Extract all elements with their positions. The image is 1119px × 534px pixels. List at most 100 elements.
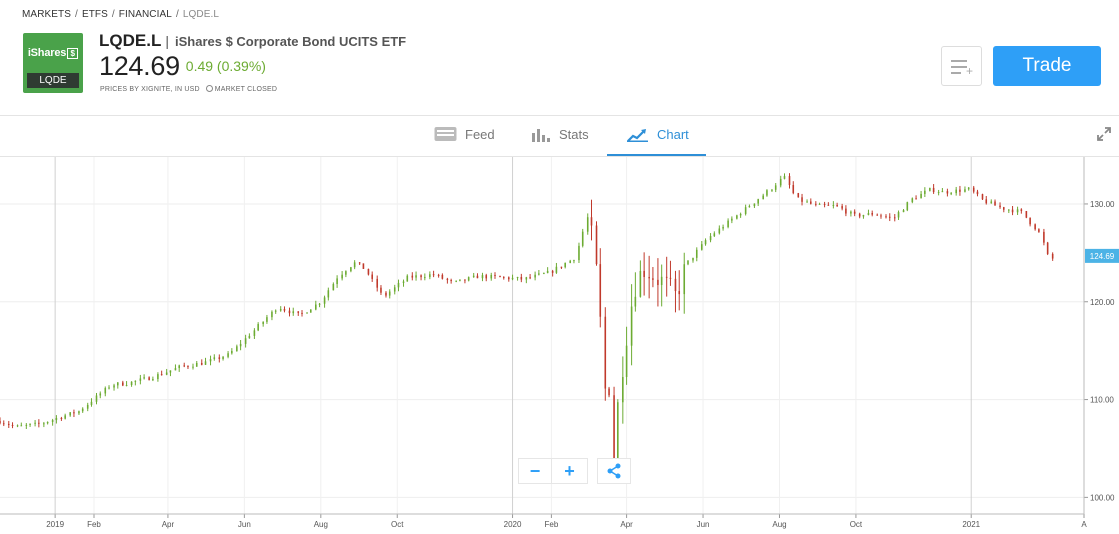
- share-button[interactable]: [597, 458, 631, 484]
- tab-chart[interactable]: Chart: [607, 116, 706, 156]
- x-tick-label: A: [1081, 520, 1087, 529]
- candle-body: [525, 277, 528, 280]
- instrument-name: iShares $ Corporate Bond UCITS ETF: [174, 34, 407, 49]
- y-tick-label: 120.00: [1090, 298, 1115, 307]
- last-price-label: 124.69: [1090, 252, 1115, 261]
- candle-body: [367, 268, 370, 275]
- header-divider: [0, 115, 1119, 116]
- expand-icon[interactable]: [1096, 126, 1112, 142]
- candle-body: [573, 260, 575, 262]
- candle-body: [446, 278, 449, 281]
- candle-body: [818, 203, 821, 205]
- candle-body: [318, 303, 321, 305]
- candle-body: [139, 378, 142, 381]
- candle-body: [327, 290, 330, 298]
- candle-body: [999, 205, 1001, 208]
- candle-body: [323, 297, 326, 304]
- candle-body: [499, 275, 501, 278]
- candle-body: [665, 276, 668, 278]
- candle-body: [1011, 209, 1014, 213]
- candle-body: [424, 277, 426, 279]
- chart-icon: [627, 129, 648, 142]
- x-tick-label: 2021: [962, 520, 980, 529]
- price-chart[interactable]: 100.00 110.00 120.00 130.00 2019 Feb Apr Jun Aug…: [0, 157, 1119, 534]
- candle-body: [353, 262, 356, 268]
- candle-body: [213, 357, 216, 360]
- candle-body: [972, 187, 975, 192]
- candle-body: [994, 201, 996, 206]
- candle-body: [253, 330, 256, 336]
- logo-ticker: LQDE: [27, 73, 79, 88]
- candle-body: [555, 266, 558, 273]
- x-tick-label: 2020: [504, 520, 522, 529]
- candle-body: [1043, 231, 1045, 243]
- candle-body: [748, 206, 751, 208]
- candle-body: [388, 291, 391, 296]
- candle-body: [850, 211, 852, 214]
- candle-body: [73, 412, 75, 414]
- breadcrumb-financial[interactable]: FINANCIAL: [118, 9, 172, 20]
- candle-body: [753, 203, 756, 207]
- last-price-tag: [1085, 248, 1119, 263]
- candle-body: [560, 266, 563, 268]
- y-tick-label: 130.00: [1090, 200, 1115, 209]
- candle-body: [911, 198, 914, 203]
- candle-body: [581, 231, 584, 246]
- x-tick-label: Apr: [162, 520, 175, 529]
- candle-body: [1002, 207, 1005, 210]
- candle-body: [599, 264, 602, 317]
- candle-body: [617, 402, 619, 465]
- candle-body: [959, 189, 961, 192]
- breadcrumb-etfs[interactable]: ETFS: [81, 9, 108, 20]
- candle-body: [906, 202, 909, 211]
- candle-body: [455, 280, 457, 282]
- candle-body: [108, 387, 110, 389]
- candle-body: [815, 203, 817, 205]
- candle-body: [441, 274, 444, 279]
- breadcrumb-markets[interactable]: MARKETS: [22, 9, 72, 20]
- candle-body: [239, 343, 242, 347]
- candle-body: [187, 366, 189, 368]
- zoom-out-button[interactable]: −: [518, 458, 552, 484]
- candle-body: [218, 357, 221, 359]
- candle-body: [1020, 209, 1023, 211]
- candle-body: [411, 275, 414, 278]
- tab-feed[interactable]: Feed: [434, 116, 495, 156]
- tab-stats[interactable]: Stats: [531, 116, 589, 156]
- candle-body: [315, 304, 317, 310]
- candle-body: [157, 374, 159, 380]
- candle-body: [687, 260, 689, 265]
- candle-body: [595, 225, 598, 265]
- candle-body: [827, 204, 830, 206]
- candle-body: [924, 190, 926, 194]
- candle-body: [165, 372, 168, 375]
- candle-body: [810, 201, 812, 204]
- candle-body: [432, 274, 435, 276]
- zoom-in-button[interactable]: +: [552, 458, 588, 484]
- candle-body: [704, 240, 707, 245]
- x-tick-label: Feb: [87, 520, 101, 529]
- candle-body: [490, 274, 493, 279]
- candle-body: [534, 274, 536, 278]
- candle-body: [385, 292, 387, 296]
- candle-body: [288, 310, 291, 314]
- candle-body: [823, 203, 826, 205]
- candle-body: [713, 233, 716, 237]
- candle-body: [116, 382, 119, 386]
- feed-icon: [434, 127, 457, 141]
- price-provider: PRICES BY XIGNITE, IN USD MARKET CLOSED: [100, 85, 277, 93]
- candle-body: [529, 277, 531, 279]
- title-divider: |: [165, 33, 169, 49]
- candle-body: [976, 191, 979, 195]
- candle-body: [420, 275, 422, 278]
- candle-body: [731, 218, 733, 221]
- candle-body: [7, 423, 10, 425]
- candle-body: [244, 338, 247, 344]
- candle-body: [893, 217, 896, 219]
- candle-body: [876, 214, 879, 216]
- add-to-watchlist-button[interactable]: +: [941, 46, 982, 86]
- trade-button[interactable]: Trade: [993, 46, 1101, 86]
- candle-body: [90, 401, 93, 405]
- candle-body: [279, 308, 282, 311]
